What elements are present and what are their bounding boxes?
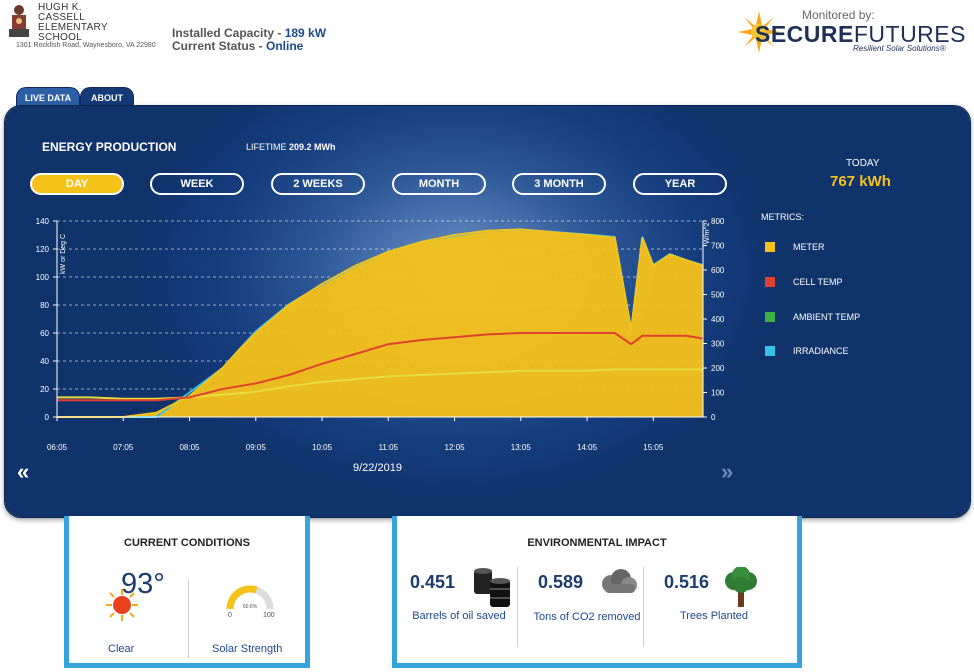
brand-tagline: Resilient Solar Solutions® [853, 44, 946, 53]
y-right-tick-label: 100 [711, 389, 725, 398]
today-label: TODAY [846, 158, 880, 169]
y-axis-right-label: W/m^2 [704, 222, 711, 244]
y-right-tick-label: 700 [711, 242, 725, 251]
y-left-tick-label: 20 [40, 385, 49, 394]
range-year-button[interactable]: YEAR [633, 173, 727, 195]
y-right-tick-label: 300 [711, 340, 725, 349]
metric-ambient-temp[interactable]: AMBIENT TEMP [765, 312, 860, 322]
y-left-tick-label: 40 [40, 357, 49, 366]
sun-icon [104, 587, 140, 628]
y-left-tick-label: 60 [40, 329, 49, 338]
x-tick-label: 15:05 [643, 443, 664, 452]
tab-about[interactable]: ABOUT [80, 87, 134, 108]
solar-strength-label: Solar Strength [212, 643, 283, 655]
current-conditions-title: CURRENT CONDITIONS [124, 537, 250, 549]
metric-cell-temp[interactable]: CELL TEMP [765, 277, 843, 287]
y-left-tick-label: 0 [45, 413, 50, 422]
y-right-tick-label: 400 [711, 315, 725, 324]
gauge-max-label: 100 [263, 612, 275, 619]
x-tick-label: 12:05 [445, 443, 466, 452]
y-left-tick-label: 100 [36, 273, 50, 282]
env-divider-2 [643, 567, 644, 647]
x-tick-label: 07:05 [113, 443, 134, 452]
x-tick-label: 13:05 [511, 443, 532, 452]
x-tick-label: 08:05 [179, 443, 200, 452]
lifetime-production: LIFETIME 209.2 MWh [246, 142, 336, 152]
y-right-tick-label: 600 [711, 266, 725, 275]
co2-removed-label: Tons of CO2 removed [533, 611, 641, 623]
x-tick-label: 10:05 [312, 443, 333, 452]
metric-irradiance[interactable]: IRRADIANCE [765, 346, 849, 356]
school-address: 1301 Rockfish Road, Waynesboro, VA 22980 [16, 42, 156, 49]
cloud-icon [597, 568, 641, 601]
range-2-weeks-button[interactable]: 2 WEEKS [271, 173, 365, 195]
x-tick-label: 11:05 [379, 443, 399, 452]
y-right-tick-label: 0 [711, 413, 716, 422]
double-chevron-left-icon[interactable]: « [17, 459, 30, 484]
y-right-tick-label: 500 [711, 291, 725, 300]
gauge-min-label: 0 [228, 612, 232, 619]
irradiance-swatch [765, 346, 775, 356]
environmental-impact-card [392, 516, 802, 668]
range-day-button[interactable]: DAY [30, 173, 124, 195]
energy-production-title: ENERGY PRODUCTION [42, 140, 177, 154]
metrics-title: METRICS: [761, 212, 805, 222]
x-tick-label: 06:05 [47, 443, 68, 452]
oil-barrels-icon [470, 567, 514, 614]
env-divider-1 [517, 567, 518, 647]
range-month-button[interactable]: MONTH [392, 173, 486, 195]
chart-date: 9/22/2019 [353, 462, 402, 474]
cell-temp-line [57, 332, 704, 402]
secure-futures-logo[interactable]: SECUREFUTURES [755, 21, 966, 47]
monitored-by-label: Monitored by: [802, 8, 875, 22]
current-status: Current Status - Online [172, 39, 304, 53]
double-chevron-right-icon[interactable]: » [721, 459, 734, 484]
oil-saved-value: 0.451 [410, 572, 456, 592]
today-value: 767 kWh [830, 173, 891, 190]
trees-planted-label: Trees Planted [679, 610, 749, 622]
tab-live-data[interactable]: LIVE DATA [16, 87, 80, 108]
energy-production-panel: ENERGY PRODUCTION LIFETIME 209.2 MWh TOD… [5, 106, 970, 517]
meter-swatch [765, 242, 775, 252]
range-week-button[interactable]: WEEK [150, 173, 244, 195]
installed-capacity: Installed Capacity - 189 kW [172, 26, 327, 40]
cell-temp-swatch [765, 277, 775, 287]
oil-saved-label: Barrels of oil saved [412, 610, 506, 622]
ambient-temp-swatch [765, 312, 775, 322]
y-left-tick-label: 120 [36, 245, 50, 254]
x-tick-label: 14:05 [577, 443, 598, 452]
y-right-tick-label: 200 [711, 364, 725, 373]
x-tick-label: 09:05 [246, 443, 267, 452]
school-name: HUGH K. CASSELL ELEMENTARY SCHOOL [38, 2, 108, 43]
range-3-month-button[interactable]: 3 MONTH [512, 173, 606, 195]
co2-removed-value: 0.589 [538, 572, 584, 592]
tree-icon [722, 566, 760, 614]
y-left-tick-label: 140 [36, 217, 50, 226]
y-axis-left-label: kW or Deg C [60, 234, 67, 274]
y-right-tick-label: 800 [711, 217, 725, 226]
environmental-impact-title: ENVIRONMENTAL IMPACT [527, 537, 667, 549]
energy-chart: 0 20 40 60 80 100 120 140 0 100 200 300 400 500 600 700… [36, 217, 725, 452]
y-left-tick-label: 80 [40, 301, 49, 310]
weather-label: Clear [108, 643, 135, 655]
temperature-value: 93° [121, 568, 165, 600]
metric-meter[interactable]: METER [765, 242, 825, 252]
school-logo [6, 3, 32, 39]
trees-planted-value: 0.516 [664, 572, 710, 592]
current-conditions-card [64, 516, 310, 668]
meter-line [57, 228, 704, 418]
secure-futures-sun-icon [736, 9, 782, 55]
solar-strength-gauge: 60.6% [224, 583, 276, 618]
gauge-value-text: 60.6% [243, 604, 258, 610]
conditions-divider [188, 580, 189, 658]
